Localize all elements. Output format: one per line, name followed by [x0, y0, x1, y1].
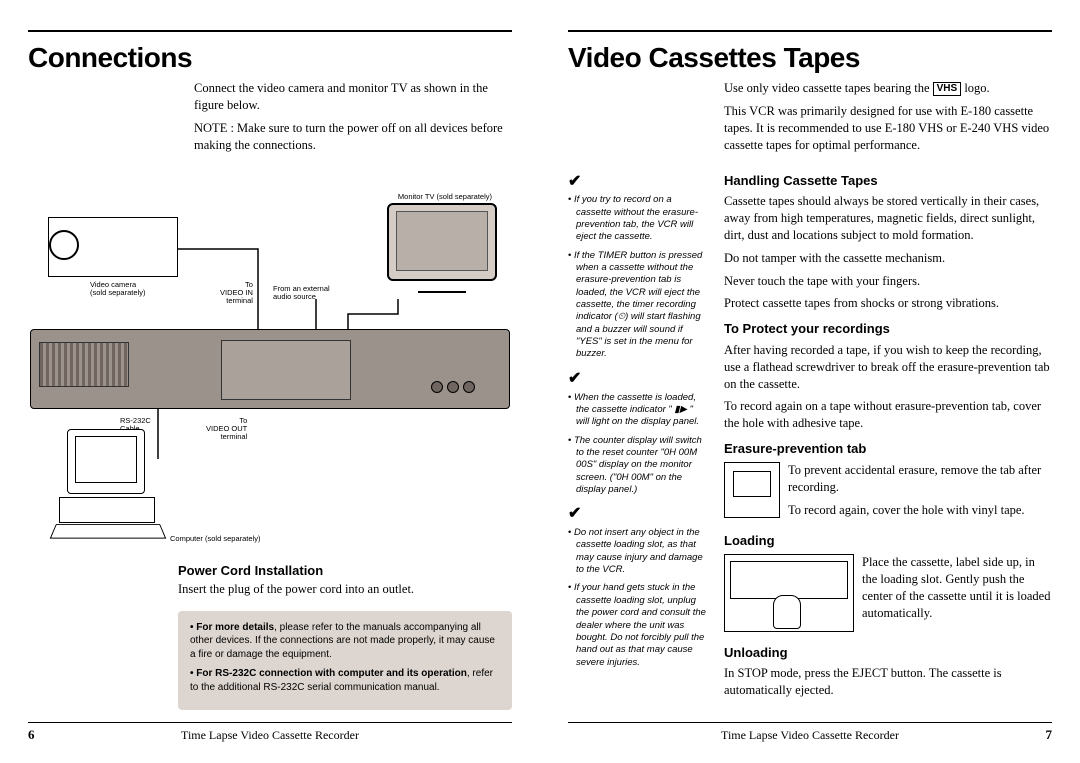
camera-shape [48, 217, 178, 277]
power-head: Power Cord Installation [178, 563, 512, 578]
checkmark-icon: ✔ [568, 172, 708, 193]
tip: If your hand gets stuck in the cassette … [576, 582, 708, 668]
vhs-logo: VHS [933, 82, 962, 96]
unloading-p: In STOP mode, press the EJECT button. Th… [724, 665, 1052, 699]
checkmark-icon: ✔ [568, 504, 708, 525]
intro-post: logo. [964, 81, 989, 95]
tip: When the cassette is loaded, the cassett… [576, 392, 708, 429]
label-video-camera: Video camera (sold separately) [90, 281, 145, 298]
unloading-head: Unloading [724, 644, 1052, 662]
erasure-head: Erasure-prevention tab [724, 440, 1052, 458]
loading-block: Place the cassette, label side up, in th… [724, 554, 1052, 636]
columns-left: Connect the video camera and monitor TV … [28, 80, 512, 193]
page-right: Video Cassettes Tapes Use only video cas… [540, 0, 1080, 763]
vcr-shape [30, 329, 510, 409]
loading-diagram [724, 554, 854, 632]
handling-p2: Do not tamper with the cassette mechanis… [724, 250, 1052, 267]
box-rs-bold: • For RS-232C connection with computer a… [190, 668, 467, 679]
page-title-r: Video Cassettes Tapes [568, 42, 1052, 74]
top-rule-r [568, 30, 1052, 32]
intro-row: Use only video cassette tapes bearing th… [568, 80, 1052, 160]
protect-p1: After having recorded a tape, if you wis… [724, 342, 1052, 393]
tip: If the TIMER button is pressed when a ca… [576, 250, 708, 361]
connections-diagram: Monitor TV (sold separately) Video camer… [28, 199, 512, 549]
footer-title-left: Time Lapse Video Cassette Recorder [149, 728, 391, 743]
tip: If you try to record on a cassette witho… [576, 194, 708, 243]
tip: The counter display will switch to the r… [576, 435, 708, 497]
intro-text-1: Connect the video camera and monitor TV … [194, 80, 512, 114]
box-details-bold: • For more details [190, 622, 274, 633]
box-details: • For more details, please refer to the … [190, 621, 500, 662]
label-computer: Computer (sold separately) [170, 535, 260, 543]
intro-text-2: NOTE : Make sure to turn the power off o… [194, 120, 512, 154]
page-container: Connections Connect the video camera and… [0, 0, 1080, 763]
erasure-diagram [724, 462, 780, 518]
tips-column: ✔ If you try to record on a cassette wit… [568, 164, 708, 711]
handling-p3: Never touch the tape with your fingers. [724, 273, 1052, 290]
erasure-block: To prevent accidental erasure, remove th… [724, 462, 1052, 525]
handling-p4: Protect cassette tapes from shocks or st… [724, 295, 1052, 312]
page-left: Connections Connect the video camera and… [0, 0, 540, 763]
protect-head: To Protect your recordings [724, 320, 1052, 338]
page-num-left: 6 [28, 727, 149, 743]
tip: Do not insert any object in the cassette… [576, 527, 708, 576]
protect-p2: To record again on a tape without erasur… [724, 398, 1052, 432]
footer-right: Time Lapse Video Cassette Recorder 7 [568, 722, 1052, 743]
main-columns-r: ✔ If you try to record on a cassette wit… [568, 164, 1052, 711]
info-box: • For more details, please refer to the … [178, 611, 512, 711]
handling-head: Handling Cassette Tapes [724, 172, 1052, 190]
footer-left: 6 Time Lapse Video Cassette Recorder [28, 722, 512, 743]
main-column-r: Handling Cassette Tapes Cassette tapes s… [724, 164, 1052, 711]
computer-shape [53, 429, 233, 539]
top-rule [28, 30, 512, 32]
col-left-content: Connect the video camera and monitor TV … [194, 80, 512, 193]
intro-vhs: Use only video cassette tapes bearing th… [724, 80, 1052, 97]
page-title: Connections [28, 42, 512, 74]
monitor-shape [382, 203, 502, 298]
loading-head: Loading [724, 532, 1052, 550]
checkmark-icon: ✔ [568, 369, 708, 390]
box-rs: • For RS-232C connection with computer a… [190, 667, 500, 694]
intro-col: Use only video cassette tapes bearing th… [724, 80, 1052, 160]
page-num-right: 7 [931, 727, 1052, 743]
col-left-spacer [28, 80, 178, 193]
label-audio-source: From an external audio source [273, 285, 330, 302]
power-section: Power Cord Installation Insert the plug … [178, 555, 512, 711]
label-monitor-tv: Monitor TV (sold separately) [398, 193, 492, 201]
power-text: Insert the plug of the power cord into a… [178, 582, 512, 597]
handling-p1: Cassette tapes should always be stored v… [724, 193, 1052, 244]
intro2: This VCR was primarily designed for use … [724, 103, 1052, 154]
intro-pre: Use only video cassette tapes bearing th… [724, 81, 933, 95]
intro-spacer [568, 80, 708, 160]
footer-title-right: Time Lapse Video Cassette Recorder [689, 728, 931, 743]
label-video-in: To VIDEO IN terminal [220, 281, 253, 306]
